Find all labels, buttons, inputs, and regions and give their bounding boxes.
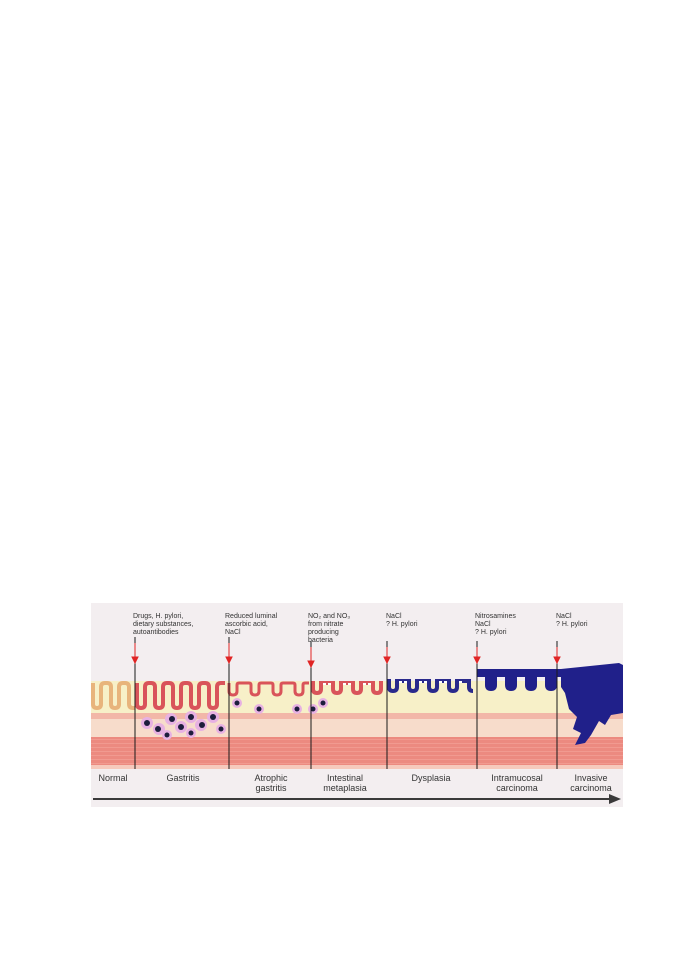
cause-label-intramucosal: Nitrosamines NaCl? H. pylori: [475, 613, 516, 636]
dysplasia-glands: [387, 679, 474, 694]
submucosa-band-upper: [91, 713, 623, 719]
stage-label-normal: Normal: [98, 773, 127, 783]
dysplasia-goblet-cells: [399, 681, 462, 683]
normal-glands: [91, 681, 135, 711]
gastritis-glands: [135, 681, 225, 711]
cause-label-atrophic: Reduced luminal ascorbic acid, NaCl: [225, 613, 278, 636]
stage-label-invasive-carcinoma: Invasive carcinoma: [570, 773, 612, 793]
intramucosal-carcinoma: [477, 669, 561, 691]
goblet-cells: [323, 683, 371, 685]
cause-label-dysplasia: NaCl? H. pylori: [386, 613, 418, 628]
diagram-canvas: Drugs, H. pylori, dietary substances, auto…: [91, 603, 623, 807]
cause-label-metaplasia: NO₂ and NO₃ from nitrate producing bacteria: [308, 613, 350, 644]
stage-label-gastritis: Gastritis: [166, 773, 200, 783]
gastric-carcinogenesis-diagram: Drugs, H. pylori, dietary substances, auto…: [91, 603, 623, 807]
inflammatory-cells: [141, 698, 328, 740]
stage-label-dysplasia: Dysplasia: [411, 773, 450, 783]
cause-label-invasive: NaCl? H. pylori: [556, 613, 588, 628]
atrophic-glands: [227, 681, 309, 697]
cause-label-gastritis: Drugs, H. pylori, dietary substances, auto…: [133, 613, 193, 636]
cause-arrows: [131, 643, 561, 669]
progression-arrow: [93, 794, 621, 804]
stage-label-intramucosal-carcinoma: Intramucosal carcinoma: [491, 773, 543, 793]
stage-labels: Normal Gastritis Atrophic gastritis Intes…: [98, 773, 611, 793]
stage-label-atrophic-gastritis: Atrophic gastritis: [254, 773, 288, 793]
stage-label-intestinal-metaplasia: Intestinal metaplasia: [323, 773, 367, 793]
muscularis-layer: [91, 737, 623, 765]
metaplasia-glands: [311, 681, 383, 696]
invasive-carcinoma: [561, 663, 623, 745]
cause-labels: Drugs, H. pylori, dietary substances, auto…: [133, 613, 588, 644]
serosa-layer: [91, 765, 623, 769]
